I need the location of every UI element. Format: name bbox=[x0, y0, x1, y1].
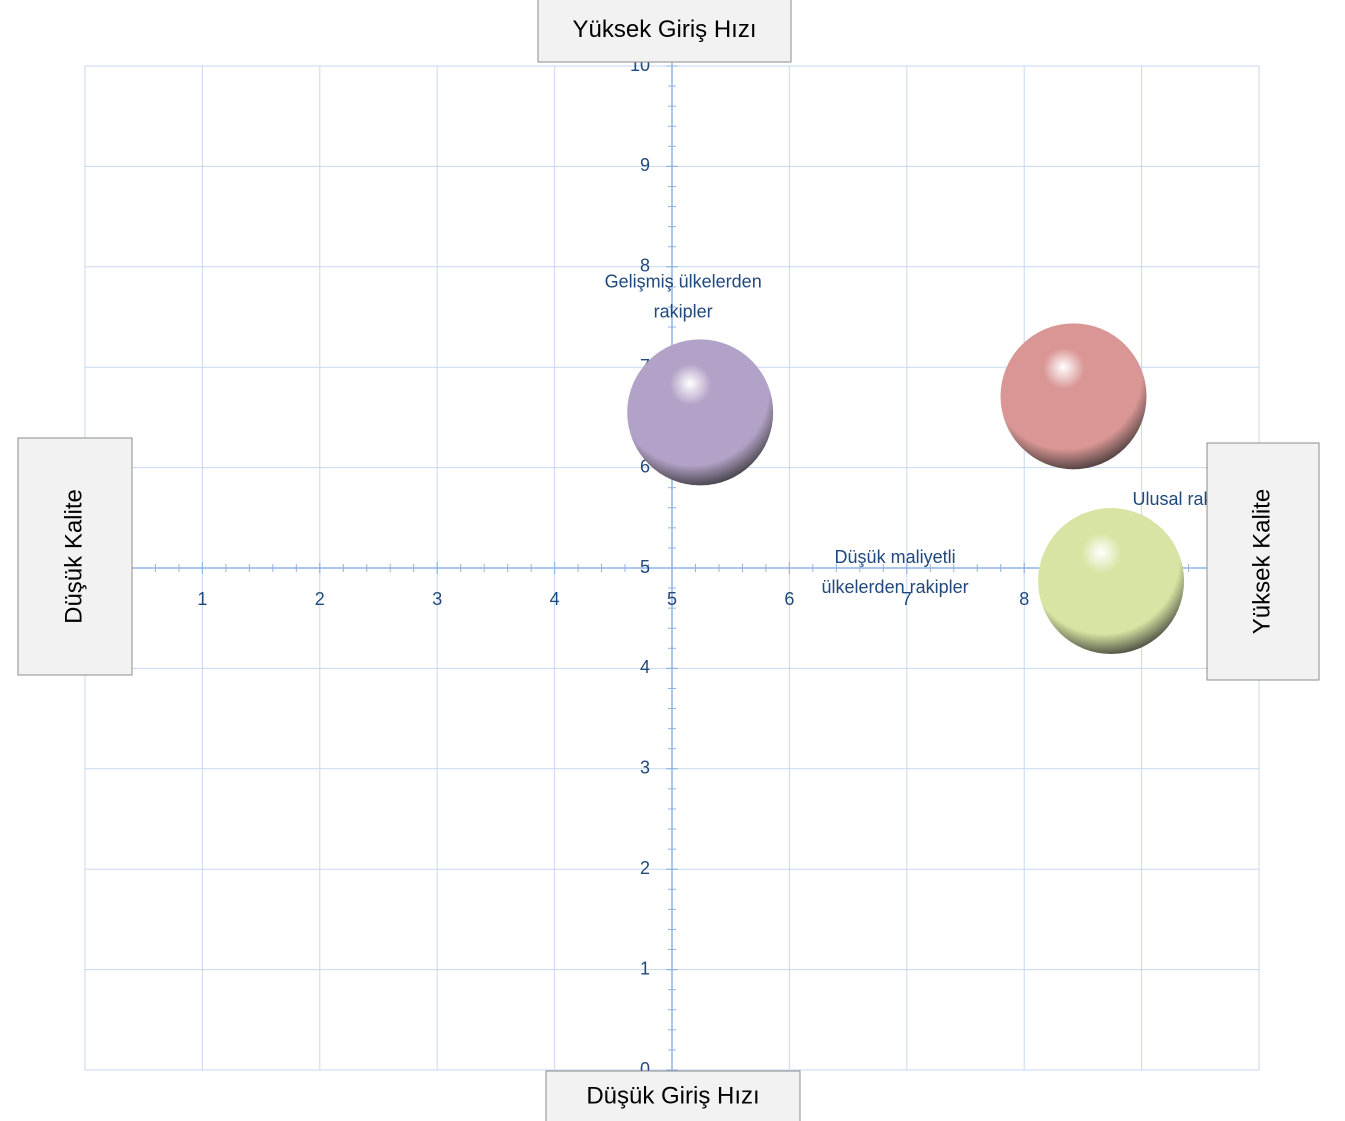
axis-title-box: Yüksek Kalite bbox=[1206, 442, 1320, 681]
x-tick-label: 7 bbox=[902, 589, 912, 609]
data-label-line: rakipler bbox=[654, 301, 713, 321]
y-tick-label: 6 bbox=[640, 456, 650, 476]
bubble bbox=[1000, 323, 1147, 470]
x-axis-title-bottom: Düşük Giriş Hızı bbox=[586, 1082, 759, 1109]
axis-title-box: Düşük Giriş Hızı bbox=[545, 1070, 801, 1121]
x-tick-label: 3 bbox=[432, 589, 442, 609]
data-label: Düşük maliyetli ülkelerden rakipler bbox=[822, 547, 969, 597]
axis-title-box: Düşük Kalite bbox=[17, 437, 133, 676]
y-tick-label: 0 bbox=[640, 1059, 650, 1079]
y-tick-label: 4 bbox=[640, 657, 650, 677]
data-label-line: ülkelerden rakipler bbox=[822, 577, 969, 597]
bubble bbox=[627, 339, 774, 486]
bubble bbox=[1038, 508, 1185, 655]
y-tick-label: 9 bbox=[640, 155, 650, 175]
x-axis-title-top: Yüksek Giriş Hızı bbox=[572, 16, 756, 43]
x-tick-label: 2 bbox=[315, 589, 325, 609]
data-label-line: Düşük maliyetli bbox=[835, 547, 956, 567]
title-box bbox=[545, 1070, 801, 1121]
y-tick-label: 2 bbox=[640, 858, 650, 878]
y-tick-label: 1 bbox=[640, 958, 650, 978]
title-box bbox=[537, 0, 792, 63]
x-tick-label: 4 bbox=[550, 589, 560, 609]
y-tick-label: 3 bbox=[640, 758, 650, 778]
axis-title-box: Yüksek Giriş Hızı bbox=[537, 0, 792, 63]
title-box bbox=[17, 437, 133, 676]
y-tick-label: 8 bbox=[640, 256, 650, 276]
y-axis-title-right: Yüksek Kalite bbox=[1248, 489, 1275, 634]
y-axis-title-left: Düşük Kalite bbox=[60, 489, 87, 624]
y-tick-label: 5 bbox=[640, 557, 650, 577]
data-label-line: Gelişmiş ülkelerden bbox=[605, 271, 762, 291]
title-box bbox=[1206, 442, 1320, 681]
x-tick-label: 5 bbox=[667, 589, 677, 609]
x-tick-label: 8 bbox=[1019, 589, 1029, 609]
data-label: Gelişmiş ülkelerden rakipler bbox=[605, 271, 762, 321]
x-tick-label: 1 bbox=[197, 589, 207, 609]
x-tick-label: 6 bbox=[784, 589, 794, 609]
